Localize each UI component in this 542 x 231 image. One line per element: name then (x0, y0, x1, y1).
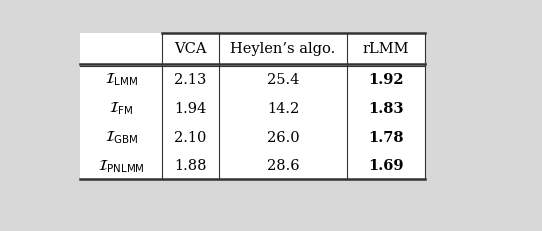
Text: $\mathcal{I}_{\mathrm{FM}}$: $\mathcal{I}_{\mathrm{FM}}$ (109, 100, 133, 117)
Text: $\mathcal{I}_{\mathrm{PNLMM}}$: $\mathcal{I}_{\mathrm{PNLMM}}$ (98, 158, 145, 175)
Text: VCA: VCA (175, 42, 207, 56)
Text: 25.4: 25.4 (267, 73, 299, 87)
Text: 26.0: 26.0 (267, 131, 299, 145)
Text: 1.88: 1.88 (175, 159, 207, 173)
Text: 2.13: 2.13 (175, 73, 207, 87)
Text: $\mathcal{I}_{\mathrm{LMM}}$: $\mathcal{I}_{\mathrm{LMM}}$ (105, 72, 138, 88)
Text: rLMM: rLMM (363, 42, 409, 56)
Text: 2.10: 2.10 (175, 131, 207, 145)
Text: 1.69: 1.69 (368, 159, 404, 173)
Text: 14.2: 14.2 (267, 102, 299, 116)
Text: Heylen’s algo.: Heylen’s algo. (230, 42, 335, 56)
Text: 1.94: 1.94 (175, 102, 207, 116)
Text: 1.83: 1.83 (368, 102, 404, 116)
Text: $\mathcal{I}_{\mathrm{GBM}}$: $\mathcal{I}_{\mathrm{GBM}}$ (105, 129, 138, 146)
Text: 1.92: 1.92 (368, 73, 404, 87)
Text: 28.6: 28.6 (267, 159, 299, 173)
Text: 1.78: 1.78 (368, 131, 404, 145)
